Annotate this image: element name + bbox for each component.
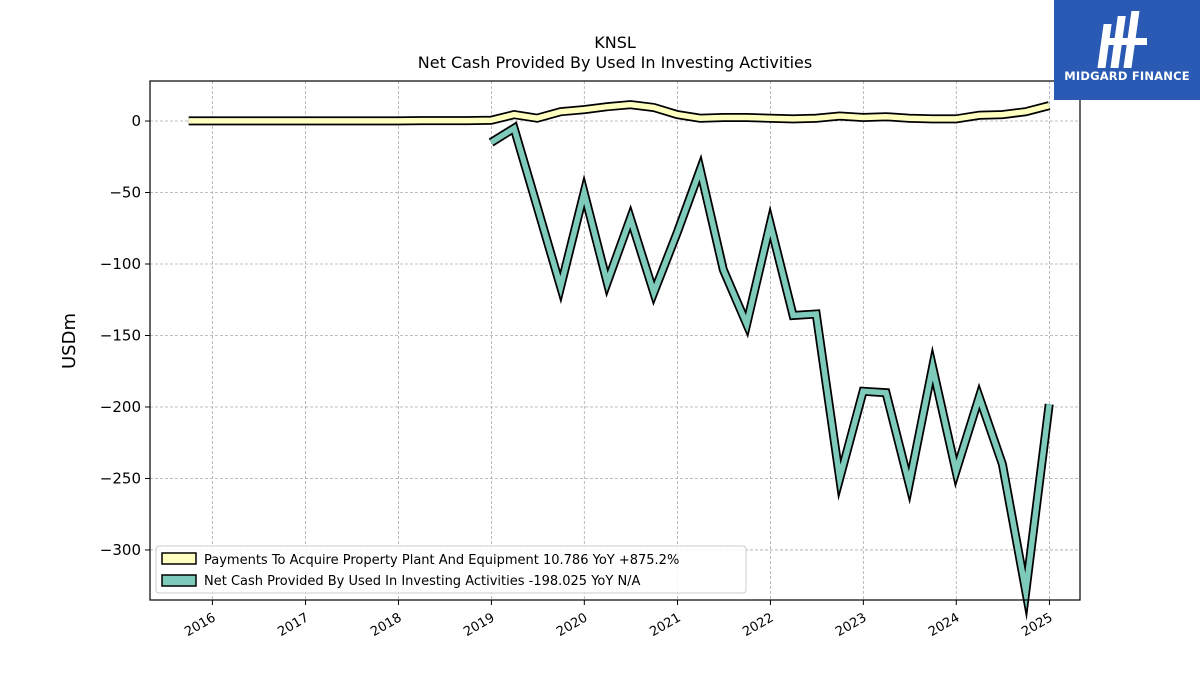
x-tick-label: 2017 <box>275 610 311 640</box>
x-tick-label: 2023 <box>833 610 869 640</box>
x-tick-label: 2019 <box>461 610 497 640</box>
x-tick-label: 2022 <box>740 610 776 640</box>
y-tick-label: −100 <box>100 255 141 273</box>
legend-swatch-ppe <box>161 552 197 565</box>
brand-mark-icon <box>1097 11 1147 68</box>
y-tick-label: −300 <box>100 541 141 559</box>
legend: Payments To Acquire Property Plant And E… <box>155 545 747 594</box>
series-lines <box>188 100 1054 621</box>
series-line-1 <box>489 123 1052 610</box>
y-tick-label: −200 <box>100 398 141 416</box>
y-tick-label: −250 <box>100 469 141 487</box>
series-line-0 <box>188 101 1050 124</box>
y-tick-label: −150 <box>100 326 141 344</box>
x-tick-label: 2020 <box>554 610 590 640</box>
x-tick-label: 2025 <box>1019 610 1055 640</box>
grid <box>150 81 1080 600</box>
y-axis-label: USDm <box>59 313 80 369</box>
legend-label-investing: Net Cash Provided By Used In Investing A… <box>204 574 641 589</box>
plot-frame <box>149 80 1081 601</box>
legend-box <box>155 545 747 594</box>
y-tick-label: −50 <box>109 184 141 202</box>
x-tick-label: 2024 <box>926 610 962 640</box>
x-tick-label: 2018 <box>368 610 404 640</box>
legend-label-ppe: Payments To Acquire Property Plant And E… <box>204 553 679 568</box>
legend-swatch-investing <box>161 574 197 587</box>
x-tick-label: 2016 <box>182 610 218 640</box>
brand-name: MIDGARD FINANCE <box>1064 69 1190 83</box>
y-tick-label: 0 <box>131 112 141 130</box>
brand-logo: MIDGARD FINANCE <box>1054 0 1200 100</box>
chart-title: KNSL <box>594 33 636 52</box>
chart-subtitle: Net Cash Provided By Used In Investing A… <box>418 53 812 72</box>
x-tick-label: 2021 <box>647 610 683 640</box>
